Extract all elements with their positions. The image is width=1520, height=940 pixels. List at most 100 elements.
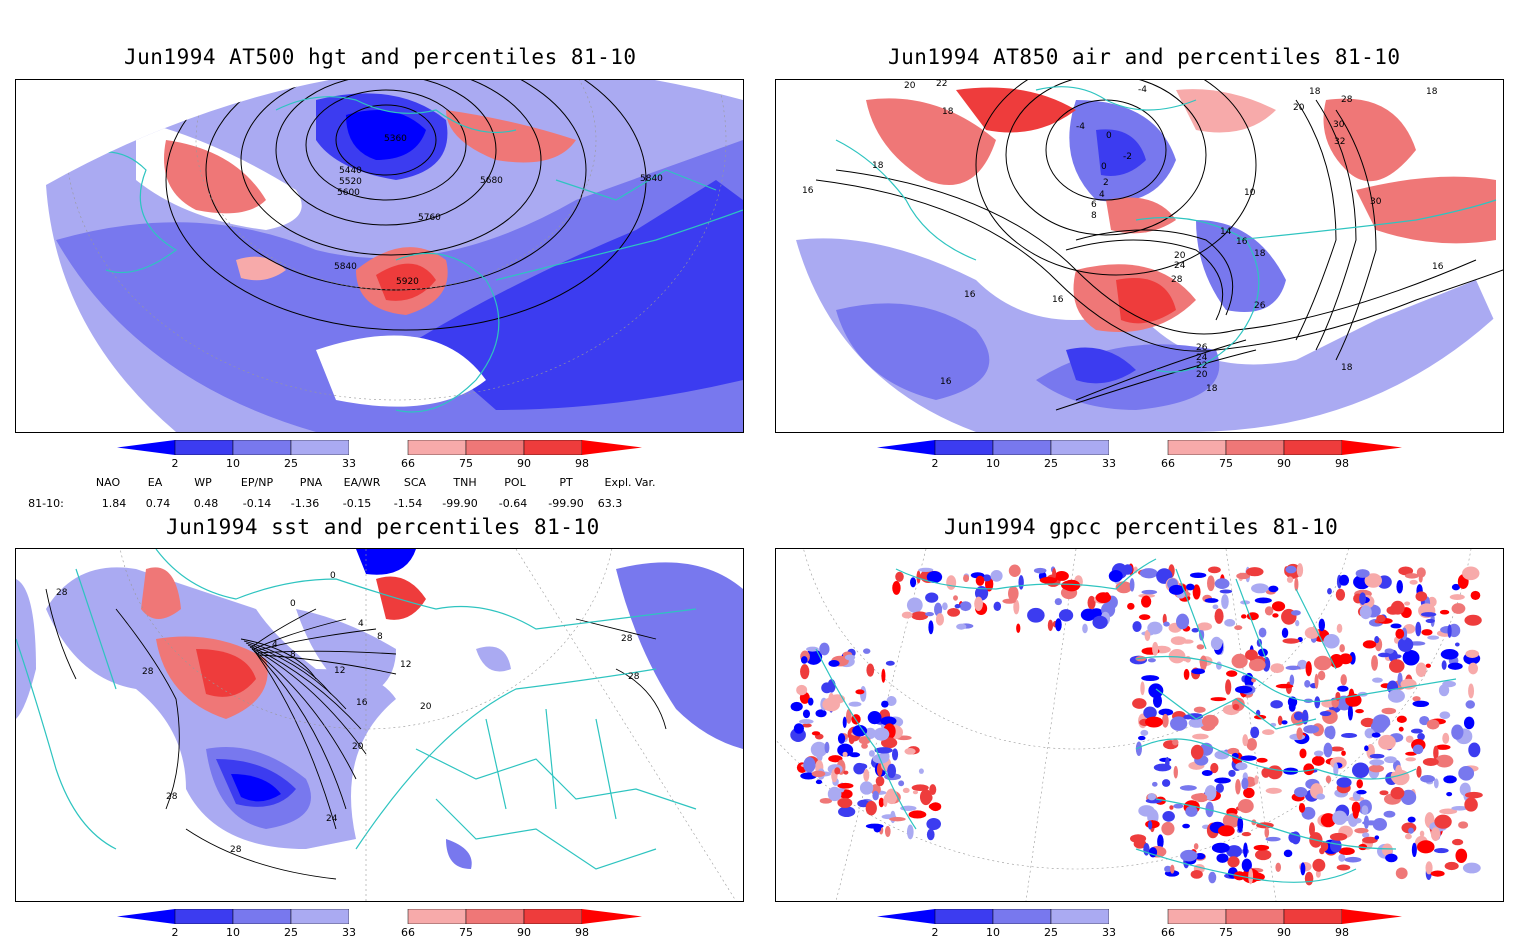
colorbar-swatch-75 [465, 908, 525, 925]
colorbar-scale [877, 908, 1402, 925]
precip-anomaly-patch [811, 731, 821, 736]
contour-label: 12 [334, 666, 345, 676]
colorbar-top-left: 2 10 25 33 66 75 90 98 [117, 439, 642, 470]
precip-anomaly-patch [1371, 655, 1378, 671]
precip-anomaly-patch [990, 570, 1003, 582]
precip-anomaly-patch [1398, 726, 1404, 732]
precip-anomaly-patch [843, 770, 849, 775]
map-panel-sst[interactable]: 28 28 0 0 4 4 8 8 12 12 16 20 20 24 28 2… [15, 548, 744, 902]
precip-anomaly-patch [1219, 589, 1233, 594]
colorbar-tick: 90 [517, 457, 531, 470]
precip-anomaly-patch [1228, 769, 1236, 777]
precip-anomaly-patch [1447, 662, 1463, 670]
precip-anomaly-patch [908, 810, 927, 819]
precip-anomaly-patch [1080, 608, 1096, 621]
map-panel-hgt[interactable]: 5360 5440 5520 5600 5680 5760 5840 5920 … [15, 79, 744, 433]
index-value: -1.54 [393, 497, 423, 510]
precip-anomaly-patch [912, 790, 919, 795]
precip-anomaly-patch [1210, 762, 1219, 774]
precip-anomaly-patch [827, 786, 842, 802]
precip-anomaly-patch [1204, 785, 1217, 801]
precip-anomaly-patch [1207, 575, 1215, 592]
precip-anomaly-patch [1027, 607, 1045, 623]
precip-anomaly-patch [867, 711, 882, 725]
precip-anomaly-patch [1143, 706, 1157, 719]
precip-anomaly-patch [800, 664, 810, 680]
precip-anomaly-patch [1297, 659, 1308, 670]
precip-anomaly-patch [1275, 683, 1294, 689]
precip-anomaly-patch [1418, 574, 1423, 583]
precip-anomaly-patch [1199, 655, 1208, 671]
precip-anomaly-patch [1152, 641, 1159, 656]
precip-anomaly-patch [1270, 700, 1283, 709]
precip-anomaly-patch [1243, 842, 1248, 858]
index-value: 0.74 [145, 497, 171, 510]
precip-anomaly-patch [1470, 590, 1481, 600]
precip-anomaly-patch [881, 668, 886, 683]
colorbar-tick: 75 [459, 926, 473, 939]
precip-anomaly-patch [1417, 733, 1425, 741]
precip-anomaly-patch [1383, 810, 1396, 818]
colorbar-swatch-neutral [349, 440, 408, 455]
precip-anomaly-patch [1216, 853, 1229, 863]
colorbar-swatch-neutral [1109, 440, 1168, 455]
precip-anomaly-patch [1296, 727, 1303, 740]
precip-anomaly-patch [1250, 726, 1260, 739]
precip-anomaly-patch [1237, 799, 1254, 814]
contour-label: 8 [290, 650, 296, 660]
precip-anomaly-patch [1054, 571, 1069, 581]
contour-label: -4 [1138, 85, 1147, 95]
precip-anomaly-patch [1140, 681, 1145, 696]
colorbar-swatch-98 [582, 909, 642, 924]
precip-anomaly-patch [1390, 786, 1405, 800]
index-value: -99.90 [548, 497, 584, 510]
precip-anomaly-patch [1355, 708, 1364, 714]
precip-anomaly-patch [815, 709, 827, 718]
precip-anomaly-patch [1232, 703, 1240, 710]
precip-anomaly-patch [837, 782, 854, 789]
precip-anomaly-patch [1333, 762, 1339, 776]
precip-anomaly-patch [824, 741, 830, 754]
precip-anomaly-patch [884, 825, 891, 838]
precip-anomaly-patch [1211, 842, 1230, 853]
precip-anomaly-patch [1451, 583, 1461, 591]
precip-anomaly-patch [1201, 770, 1213, 777]
precip-anomaly-patch [1416, 765, 1422, 778]
precip-anomaly-patch [1339, 644, 1345, 653]
precip-anomaly-patch [1316, 793, 1326, 800]
contour-label: 14 [1220, 227, 1232, 237]
precip-anomaly-patch [1215, 783, 1224, 793]
colorbar-bottom-left: 2 10 25 33 66 75 90 98 [117, 908, 642, 939]
precip-anomaly-patch [881, 700, 889, 708]
precip-anomaly-patch [1018, 575, 1024, 590]
precip-anomaly-patch [1169, 805, 1174, 810]
precip-anomaly-patch [935, 613, 945, 626]
precip-anomaly-patch [1309, 822, 1315, 837]
colorbar-swatch-25 [232, 908, 292, 925]
contour-label: 0 [1101, 162, 1107, 172]
precip-anomaly-patch [883, 795, 888, 808]
colorbar-swatch-33 [1050, 908, 1110, 925]
index-value: 0.48 [193, 497, 219, 510]
precip-anomaly-patch [993, 601, 1002, 612]
precip-anomaly-patch [1256, 757, 1268, 763]
precip-anomaly-patch [1224, 618, 1236, 627]
precip-anomaly-patch [1405, 751, 1417, 756]
colorbar-tick: 2 [171, 926, 179, 939]
precip-anomaly-patch [1143, 843, 1150, 856]
precip-anomaly-patch [1055, 618, 1062, 632]
precip-anomaly-patch [1387, 689, 1405, 703]
precip-anomaly-patch [1240, 755, 1257, 761]
precip-anomaly-patch [1398, 566, 1414, 576]
precip-anomaly-patch [1356, 789, 1367, 795]
precip-anomaly-patch [1359, 605, 1372, 620]
precip-anomaly-patch [1451, 603, 1466, 614]
precip-anomaly-patch [1254, 849, 1272, 861]
map-panel-air[interactable]: 20 22 18 18 -4 -4 0 -2 0 2 4 6 8 10 14 1… [775, 79, 1504, 433]
contour-label: 32 [1334, 137, 1345, 147]
index-value: -0.14 [242, 497, 272, 510]
map-panel-gpcc[interactable] [775, 548, 1504, 902]
precip-anomaly-patch [1188, 717, 1205, 728]
precip-anomaly-patch [1338, 847, 1355, 856]
precip-anomaly-patch [1265, 836, 1281, 842]
